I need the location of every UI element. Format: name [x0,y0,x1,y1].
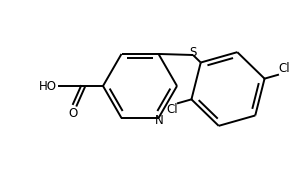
Text: N: N [155,113,164,127]
Text: O: O [68,107,77,120]
Text: Cl: Cl [278,62,290,75]
Text: Cl: Cl [166,103,178,116]
Text: HO: HO [39,79,57,93]
Text: S: S [189,47,197,59]
